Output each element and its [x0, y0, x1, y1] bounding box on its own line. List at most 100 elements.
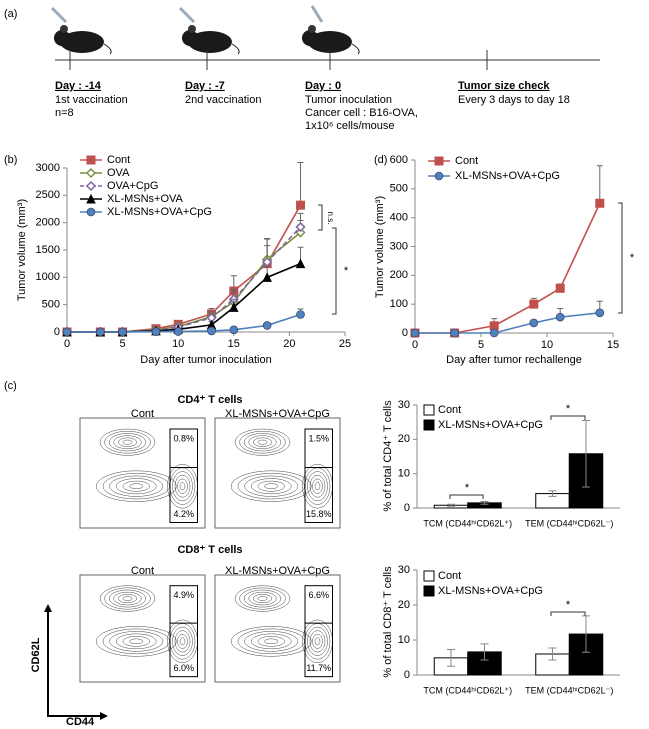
y-axis-label: Tumor volume (mm³): [374, 196, 386, 298]
legend-label: Cont: [107, 154, 130, 166]
legend-swatch: [423, 570, 435, 582]
contour: [244, 475, 299, 497]
contour: [237, 473, 305, 500]
y-tick-label: 0: [54, 326, 60, 338]
contour: [251, 633, 292, 650]
marker: [555, 283, 565, 293]
contour: [234, 585, 291, 612]
contour: [96, 470, 177, 502]
x-axis-label: Day after tumor inoculation: [140, 354, 271, 366]
contour: [302, 463, 333, 509]
marker: [529, 318, 539, 328]
event-text: n=8: [55, 107, 74, 119]
mouse-icon: [50, 6, 112, 55]
contour: [264, 483, 279, 490]
x-tick-label: 0: [412, 339, 418, 351]
contour: [122, 636, 150, 647]
contour: [99, 585, 156, 612]
x-tick-label: TCM (CD44ʰⁱCD62L⁺): [423, 685, 512, 695]
x-tick-label: 25: [339, 338, 351, 350]
event-text: Tumor inoculation: [305, 94, 392, 106]
y-axis-label: Tumor volume (mm³): [16, 199, 28, 301]
axis-arrow: [47, 608, 104, 717]
event-day: Tumor size check: [458, 80, 550, 92]
bracket: [550, 611, 586, 616]
x-tick-label: 10: [172, 338, 184, 350]
panel-label: (a): [4, 8, 17, 20]
contour: [169, 623, 196, 660]
y-tick-label: 200: [390, 269, 408, 281]
contour: [172, 626, 193, 656]
gate: [304, 585, 333, 678]
contour: [231, 470, 312, 502]
bracket: [449, 494, 484, 499]
contour: [257, 636, 285, 647]
gate-percent: 0.8%: [173, 433, 194, 443]
y-tick-label: 3000: [36, 162, 60, 174]
error-bar: [581, 615, 590, 653]
y-tick-label: 1000: [36, 271, 60, 283]
marker: [96, 327, 105, 337]
flow-frame: [79, 574, 206, 683]
y-tick-label: 30: [398, 399, 410, 411]
marker: [296, 200, 306, 210]
marker: [118, 327, 127, 337]
y-tick-label: 0: [402, 327, 408, 339]
event-text: 1st vaccination: [55, 94, 128, 106]
legend-label: OVA: [107, 167, 130, 179]
contour: [304, 467, 331, 505]
error-bar: [480, 643, 489, 661]
marker: [173, 327, 183, 336]
x-tick-label: 15: [607, 339, 619, 351]
flow-x-label: CD44: [66, 716, 95, 728]
y-tick-label: 2500: [36, 189, 60, 201]
y-tick-label: 0: [404, 669, 410, 681]
annotation: *: [630, 252, 635, 264]
y-tick-label: 20: [398, 433, 410, 445]
contour: [314, 637, 321, 646]
legend-label: XL-MSNs+OVA+CpG: [107, 206, 212, 218]
y-tick-label: 100: [390, 298, 408, 310]
y-tick-label: 600: [390, 154, 408, 166]
contour: [96, 626, 177, 657]
contour: [309, 630, 326, 653]
contour: [122, 480, 150, 492]
gate-percent: 1.5%: [308, 433, 329, 443]
flow-panel-label: Cont: [131, 565, 154, 577]
marker: [595, 198, 605, 208]
event-text: 2nd vaccination: [185, 94, 261, 106]
contour: [248, 591, 277, 606]
marker: [262, 272, 272, 282]
contour: [243, 589, 282, 608]
series-line: [67, 204, 302, 333]
marker: [62, 327, 72, 337]
legend-swatch: [423, 404, 435, 416]
x-tick-label: 10: [541, 339, 553, 351]
legend-label: Cont: [438, 570, 461, 582]
contour: [129, 638, 144, 645]
contour: [118, 437, 137, 447]
marker: [207, 326, 216, 336]
marker: [295, 221, 306, 233]
contour: [177, 633, 188, 649]
gate-percent: 6.0%: [173, 663, 194, 673]
y-tick-label: 1500: [36, 244, 60, 256]
flow-frame: [214, 417, 341, 529]
marker: [85, 167, 97, 179]
event-text: 1x10⁶ cells/mouse: [305, 120, 395, 132]
x-tick-label: TEM (CD44ʰⁱCD62L⁻): [525, 685, 613, 695]
contour: [257, 596, 268, 601]
error-bar: [447, 503, 456, 507]
contour: [108, 433, 147, 452]
flow-group-title: CD4⁺ T cells: [177, 394, 242, 406]
marker: [434, 171, 444, 181]
marker: [151, 327, 161, 337]
mouse-icon: [302, 5, 360, 55]
bracket: [550, 415, 586, 420]
legend-label: XL-MSNs+OVA+CpG: [438, 585, 543, 597]
contour: [251, 478, 292, 495]
contour: [239, 430, 286, 454]
legend-label: XL-MSNs+OVA+CpG: [455, 170, 560, 182]
contour: [129, 483, 144, 490]
